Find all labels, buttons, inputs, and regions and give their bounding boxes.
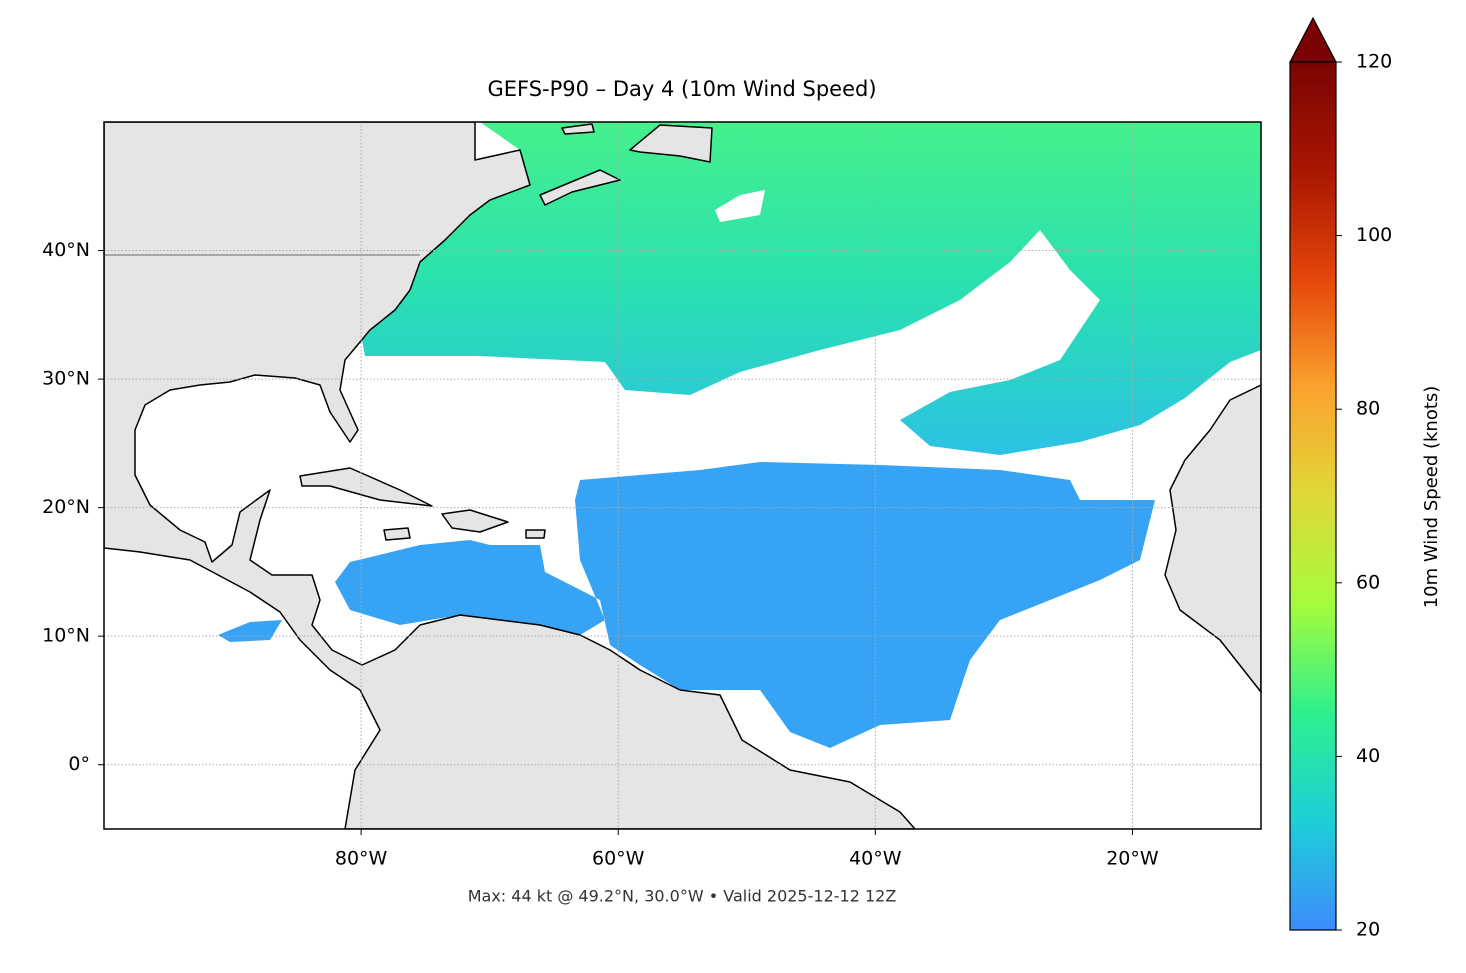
y-tick-label: 40°N [42,239,90,261]
land [299,467,433,507]
colorbar-label: 10m Wind Speed (knots) [1421,386,1442,609]
colorbar-frame [1289,61,1337,931]
calm-area [715,190,765,222]
colorbar-tick-label: 100 [1356,224,1392,246]
land [104,122,916,829]
x-tick-label: 40°W [849,848,902,870]
land [441,509,509,533]
map-frame [103,121,1262,830]
footnote: Max: 44 kt @ 49.2°N, 30.0°W • Valid 2025… [468,887,897,906]
land [629,124,713,163]
land [539,169,621,206]
colorbar: 20 40 60 80 100 120 [1289,16,1392,941]
x-tick-label: 20°W [1106,848,1159,870]
colorbar-body [1290,62,1336,930]
y-tick-label: 20°N [42,496,90,518]
y-tick-label: 0° [68,753,90,775]
land [1164,384,1261,693]
map [104,122,1261,829]
wind-field [362,122,1261,455]
colorbar-tick-label: 120 [1356,51,1392,73]
land [525,529,546,539]
land [561,123,595,135]
x-tick-label: 60°W [592,848,645,870]
x-tick-label: 80°W [335,848,388,870]
y-tick-label: 30°N [42,368,90,390]
colorbar-tick-label: 20 [1356,919,1380,941]
y-tick-label: 10°N [42,625,90,647]
chart-title: GEFS-P90 – Day 4 (10m Wind Speed) [487,77,876,101]
grid [104,122,1261,829]
wind-field [335,462,1155,748]
colorbar-tick-label: 80 [1356,398,1380,420]
land [383,527,411,541]
colorbar-tick-label: 60 [1356,571,1380,593]
colorbar-tick-label: 40 [1356,745,1380,767]
